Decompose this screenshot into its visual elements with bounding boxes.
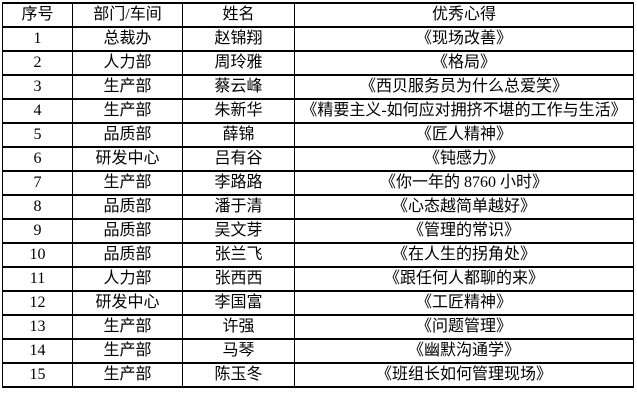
cell-name: 张西西 (182, 266, 295, 292)
col-header-book-title: 优秀心得 (294, 2, 634, 28)
cell-department: 生产部 (72, 74, 183, 100)
cell-name: 张兰飞 (182, 242, 295, 268)
cell-index: 14 (2, 338, 73, 364)
col-header-name: 姓名 (182, 2, 295, 28)
table-row: 14 生产部 马琴 《幽默沟通学》 (2, 338, 634, 364)
cell-department: 生产部 (72, 362, 183, 388)
cell-book-title: 《管理的常识》 (294, 218, 634, 244)
cell-department: 研发中心 (72, 290, 183, 316)
cell-department: 品质部 (72, 242, 183, 268)
cell-department: 生产部 (72, 338, 183, 364)
cell-index: 5 (2, 122, 73, 148)
cell-department: 人力部 (72, 50, 183, 76)
cell-name: 薛锦 (182, 122, 295, 148)
cell-book-title: 《钝感力》 (294, 146, 634, 172)
cell-book-title: 《现场改善》 (294, 26, 634, 52)
table-row: 6 研发中心 吕有谷 《钝感力》 (2, 146, 634, 172)
table-row: 5 品质部 薛锦 《匠人精神》 (2, 122, 634, 148)
cell-name: 许强 (182, 314, 295, 340)
cell-department: 人力部 (72, 266, 183, 292)
cell-book-title: 《幽默沟通学》 (294, 338, 634, 364)
table-row: 15 生产部 陈玉冬 《班组长如何管理现场》 (2, 362, 634, 388)
cell-index: 2 (2, 50, 73, 76)
cell-department: 品质部 (72, 194, 183, 220)
table-row: 4 生产部 朱新华 《精要主义-如何应对拥挤不堪的工作与生活》 (2, 98, 634, 124)
cell-book-title: 《班组长如何管理现场》 (294, 362, 634, 388)
cell-book-title: 《西贝服务员为什么总爱笑》 (294, 74, 634, 100)
cell-index: 3 (2, 74, 73, 100)
cell-name: 蔡云峰 (182, 74, 295, 100)
cell-book-title: 《在人生的拐角处》 (294, 242, 634, 268)
table-row: 9 品质部 吴文芽 《管理的常识》 (2, 218, 634, 244)
cell-name: 周玲雅 (182, 50, 295, 76)
cell-name: 马琴 (182, 338, 295, 364)
cell-book-title: 《工匠精神》 (294, 290, 634, 316)
cell-department: 生产部 (72, 170, 183, 196)
cell-name: 陈玉冬 (182, 362, 295, 388)
cell-name: 赵锦翔 (182, 26, 295, 52)
table-row: 11 人力部 张西西 《跟任何人都聊的来》 (2, 266, 634, 292)
col-header-department: 部门/车间 (72, 2, 183, 28)
cell-name: 李国富 (182, 290, 295, 316)
cell-department: 品质部 (72, 122, 183, 148)
cell-department: 总裁办 (72, 26, 183, 52)
header-row: 序号 部门/车间 姓名 优秀心得 (2, 2, 634, 28)
table-row: 10 品质部 张兰飞 《在人生的拐角处》 (2, 242, 634, 268)
cell-department: 研发中心 (72, 146, 183, 172)
cell-index: 1 (2, 26, 73, 52)
table-row: 2 人力部 周玲雅 《格局》 (2, 50, 634, 76)
cell-name: 李路路 (182, 170, 295, 196)
cell-index: 11 (2, 266, 73, 292)
cell-index: 7 (2, 170, 73, 196)
cell-name: 吴文芽 (182, 218, 295, 244)
table-body: 1 总裁办 赵锦翔 《现场改善》 2 人力部 周玲雅 《格局》 3 生产部 蔡云… (2, 26, 634, 388)
cell-book-title: 《跟任何人都聊的来》 (294, 266, 634, 292)
col-header-index: 序号 (2, 2, 73, 28)
table-row: 7 生产部 李路路 《你一年的 8760 小时》 (2, 170, 634, 196)
cell-book-title: 《你一年的 8760 小时》 (294, 170, 634, 196)
cell-index: 9 (2, 218, 73, 244)
table-row: 13 生产部 许强 《问题管理》 (2, 314, 634, 340)
cell-department: 品质部 (72, 218, 183, 244)
cell-book-title: 《匠人精神》 (294, 122, 634, 148)
cell-index: 12 (2, 290, 73, 316)
cell-index: 8 (2, 194, 73, 220)
cell-index: 4 (2, 98, 73, 124)
cell-department: 生产部 (72, 314, 183, 340)
cell-index: 15 (2, 362, 73, 388)
cell-book-title: 《心态越简单越好》 (294, 194, 634, 220)
cell-index: 10 (2, 242, 73, 268)
cell-index: 6 (2, 146, 73, 172)
cell-name: 朱新华 (182, 98, 295, 124)
cell-name: 潘于清 (182, 194, 295, 220)
table-row: 1 总裁办 赵锦翔 《现场改善》 (2, 26, 634, 52)
cell-index: 13 (2, 314, 73, 340)
cell-book-title: 《格局》 (294, 50, 634, 76)
cell-department: 生产部 (72, 98, 183, 124)
table-row: 12 研发中心 李国富 《工匠精神》 (2, 290, 634, 316)
table-row: 3 生产部 蔡云峰 《西贝服务员为什么总爱笑》 (2, 74, 634, 100)
reading-notes-table: 序号 部门/车间 姓名 优秀心得 1 总裁办 赵锦翔 《现场改善》 2 人力部 … (2, 2, 634, 388)
cell-book-title: 《精要主义-如何应对拥挤不堪的工作与生活》 (294, 98, 634, 124)
cell-name: 吕有谷 (182, 146, 295, 172)
cell-book-title: 《问题管理》 (294, 314, 634, 340)
table-row: 8 品质部 潘于清 《心态越简单越好》 (2, 194, 634, 220)
